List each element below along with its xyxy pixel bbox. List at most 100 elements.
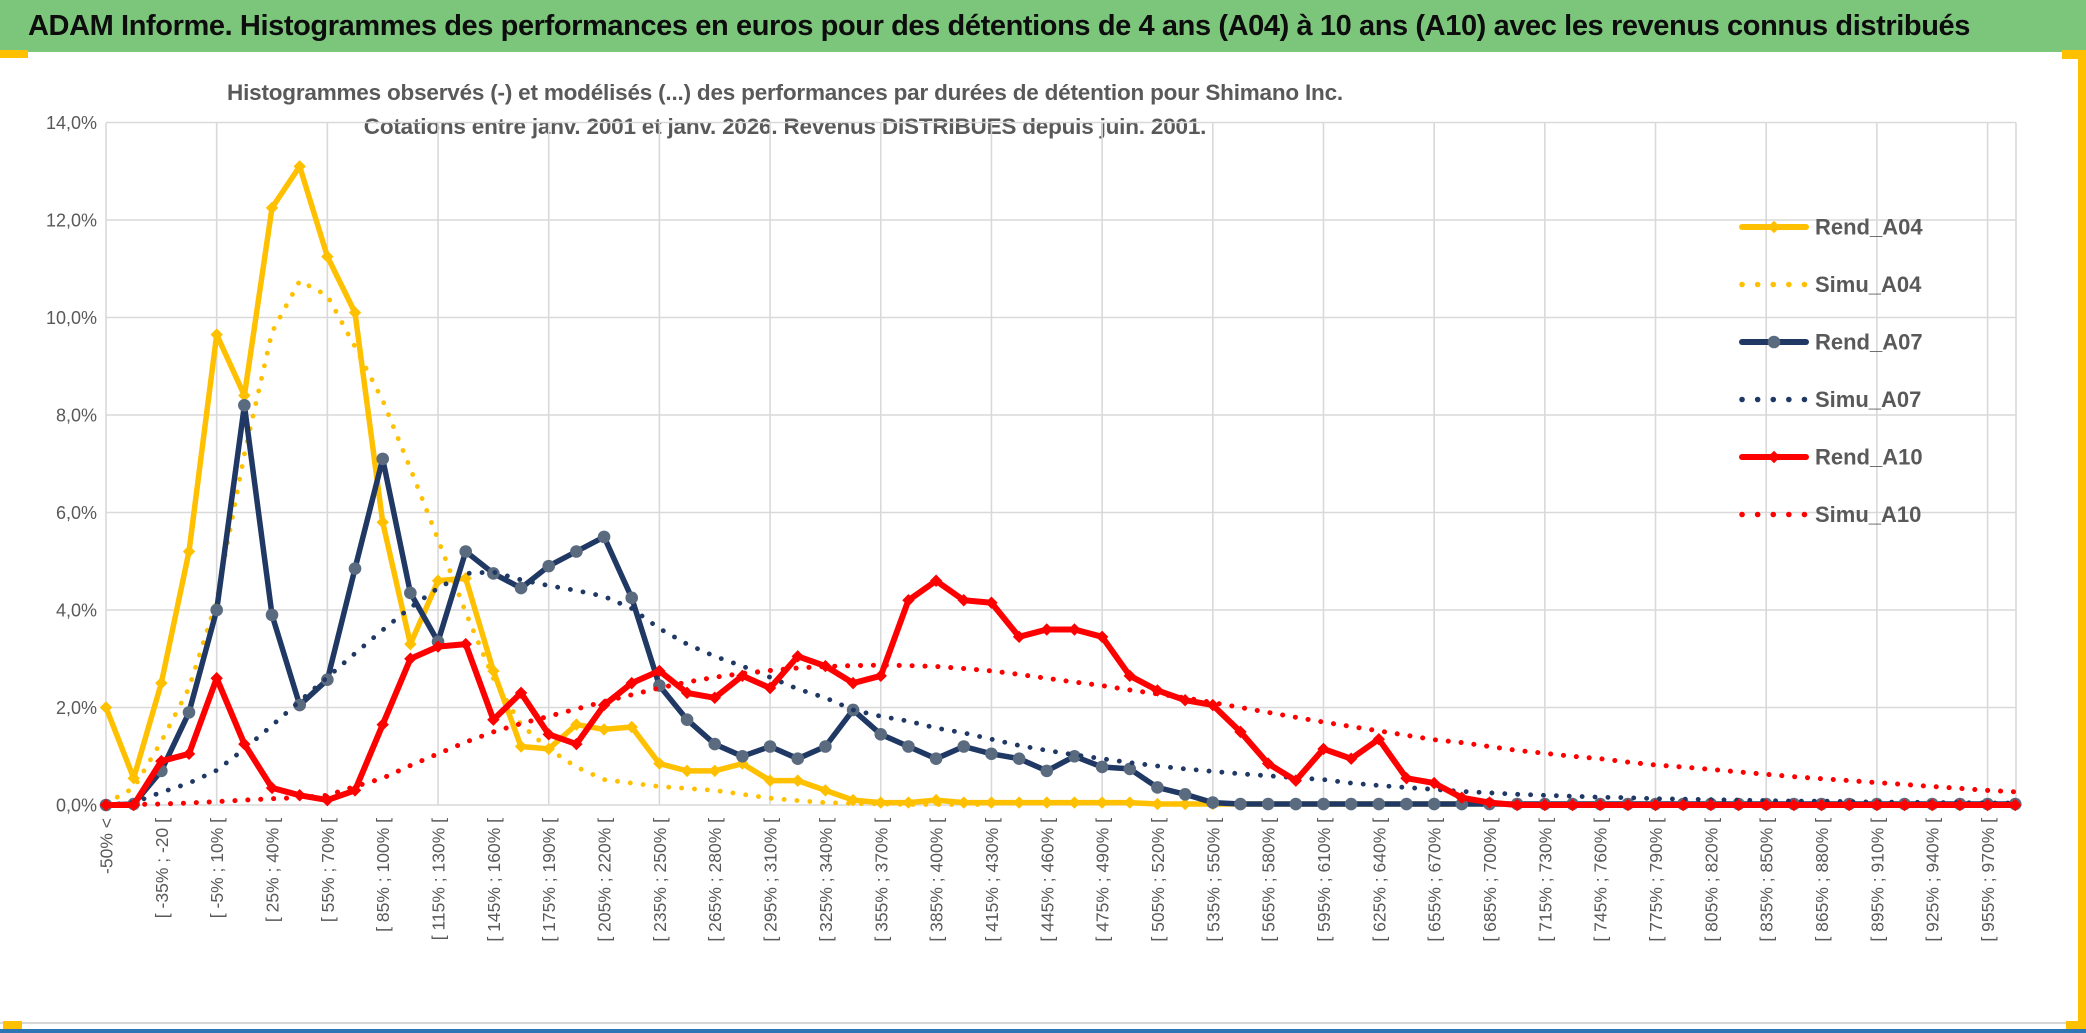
series-Rend_A07-marker xyxy=(1095,760,1109,774)
series-Rend_A10 xyxy=(99,574,2022,812)
y-tick-label: 4,0% xyxy=(56,601,97,621)
series-Rend_A10-marker xyxy=(819,659,832,673)
series-Rend_A07-marker xyxy=(1372,797,1386,811)
legend-label: Simu_A04 xyxy=(1815,272,1922,297)
series-Rend_A10-marker xyxy=(902,594,915,607)
series-Rend_A10-marker xyxy=(487,713,500,726)
series-Rend_A04-marker xyxy=(431,574,445,587)
legend-Rend_A04-marker xyxy=(1767,220,1781,234)
x-tick-label: [ 415% ; 430% [ xyxy=(982,818,1002,942)
legend-label: Rend_A07 xyxy=(1815,330,1923,355)
series-Rend_A07-marker xyxy=(1012,752,1026,765)
series-Rend_A10-marker xyxy=(210,672,223,685)
series-Rend_A10-marker xyxy=(1040,623,1053,636)
series-Rend_A10-marker xyxy=(1704,798,1718,812)
series-Rend_A04-marker xyxy=(404,637,417,651)
x-tick-label: [ 325% ; 340% [ xyxy=(816,818,836,942)
series-Rend_A04-marker xyxy=(210,328,223,341)
y-tick-label: 2,0% xyxy=(56,698,97,718)
series-Rend_A10-marker xyxy=(1455,791,1469,804)
x-tick-label: [ 925% ; 940% [ xyxy=(1923,818,1943,942)
x-tick-label: [ 745% ; 760% [ xyxy=(1591,818,1611,942)
series-Rend_A07-marker xyxy=(874,728,888,741)
series-Rend_A10-marker xyxy=(625,676,638,690)
series-Rend_A10-marker xyxy=(1538,798,1552,812)
chart-title-line1: Histogrammes observés (-) et modélisés (… xyxy=(227,80,1343,105)
x-tick-label: [ 775% ; 790% [ xyxy=(1646,818,1666,942)
series-Rend_A04-marker xyxy=(625,720,638,734)
series-Rend_A04-marker xyxy=(819,784,832,797)
series-Rend_A07-marker xyxy=(1317,797,1330,811)
series-Rend_A10-marker xyxy=(1621,798,1635,812)
series-Rend_A10-marker xyxy=(1372,732,1386,746)
series-Rend_A10-marker xyxy=(1510,798,1524,812)
x-tick-label: [ 175% ; 190% [ xyxy=(539,818,559,942)
legend-Rend_A07-marker xyxy=(1767,335,1781,349)
x-tick-label: [ 25% ; 40% [ xyxy=(263,818,283,922)
series-Rend_A07-marker xyxy=(1040,764,1054,778)
series-Rend_A10-marker xyxy=(265,781,279,795)
series-Rend_A10-marker xyxy=(376,718,389,731)
legend-label: Simu_A10 xyxy=(1815,502,1921,527)
y-tick-label: 0,0% xyxy=(56,796,97,816)
series-line-Simu_A07 xyxy=(103,569,2018,808)
series-Rend_A10-marker xyxy=(1732,798,1745,812)
x-tick-label: [ 445% ; 460% [ xyxy=(1037,818,1057,942)
series-Rend_A07-marker xyxy=(1123,762,1137,776)
bottom-blue-edge xyxy=(0,1029,2086,1033)
gold-frame-top-left xyxy=(0,50,28,58)
series-Rend_A10-marker xyxy=(957,594,970,607)
series-Rend_A10-marker xyxy=(1566,798,1579,812)
series-Simu_A04 xyxy=(103,278,994,807)
series-Rend_A07-marker xyxy=(1206,796,1220,809)
series-Rend_A10-marker xyxy=(1427,776,1441,790)
series-Rend_A10-marker xyxy=(791,650,804,663)
series-Rend_A07-marker xyxy=(985,747,998,761)
series-Rend_A07-marker xyxy=(1068,749,1081,763)
series-Rend_A10-marker xyxy=(1206,698,1219,712)
series-Rend_A07-marker xyxy=(625,591,639,605)
series-Rend_A10-marker xyxy=(985,596,998,609)
series-Rend_A10-marker xyxy=(1593,798,1607,812)
series-Rend_A07-marker xyxy=(404,586,417,600)
x-tick-label: [ 205% ; 220% [ xyxy=(595,818,615,942)
series-Rend_A10-marker xyxy=(2009,798,2022,812)
series-Rend_A07-marker xyxy=(597,530,611,544)
x-tick-label: [ 85% ; 100% [ xyxy=(373,818,393,932)
series-line-Simu_A04 xyxy=(103,278,994,807)
series-Rend_A10-marker xyxy=(1843,798,1856,812)
series-line-Rend_A10 xyxy=(103,577,2019,808)
series-Rend_A10-marker xyxy=(1012,630,1026,644)
series-Rend_A10-marker xyxy=(404,652,417,665)
series-Rend_A04-marker xyxy=(514,740,528,753)
series-Rend_A04-marker xyxy=(1068,796,1081,809)
series-Rend_A07-marker xyxy=(1178,787,1192,801)
chart-title-line2: Cotations entre janv. 2001 et janv. 2026… xyxy=(363,114,1207,139)
series-Rend_A07-marker xyxy=(1344,797,1358,811)
page-title: ADAM Informe. Histogrammes des performan… xyxy=(28,9,1970,42)
legend-item-Rend_A04: Rend_A04 xyxy=(1739,215,1923,240)
series-Simu_A10 xyxy=(103,662,2018,808)
series-Rend_A10-marker xyxy=(1095,630,1109,644)
series-Rend_A10-marker xyxy=(1676,798,1690,812)
series-Rend_A04-marker xyxy=(155,676,168,690)
series-Rend_A04-marker xyxy=(1040,796,1053,809)
x-tick-label: [ 535% ; 550% [ xyxy=(1203,818,1223,942)
series-Simu_A07 xyxy=(103,569,2018,808)
series-Rend_A04-marker xyxy=(238,389,251,402)
series-Rend_A10-marker xyxy=(680,686,694,700)
y-tick-label: 12,0% xyxy=(46,211,97,231)
series-Rend_A10-marker xyxy=(514,686,528,700)
series-Rend_A07-marker xyxy=(1400,797,1413,811)
gold-frame-top-right xyxy=(2062,50,2086,59)
series-Rend_A10-marker xyxy=(1787,798,1801,812)
series-Rend_A10-marker xyxy=(1483,796,1496,809)
series-Rend_A10-marker xyxy=(874,669,887,683)
x-tick-label: [ 955% ; 970% [ xyxy=(1978,818,1998,942)
x-tick-label: [ 115% ; 130% [ xyxy=(429,818,449,940)
gold-frame-bottom-right xyxy=(2066,1021,2086,1030)
x-tick-label: [ 895% ; 910% [ xyxy=(1867,818,1887,942)
bottom-rule xyxy=(0,1022,2086,1024)
